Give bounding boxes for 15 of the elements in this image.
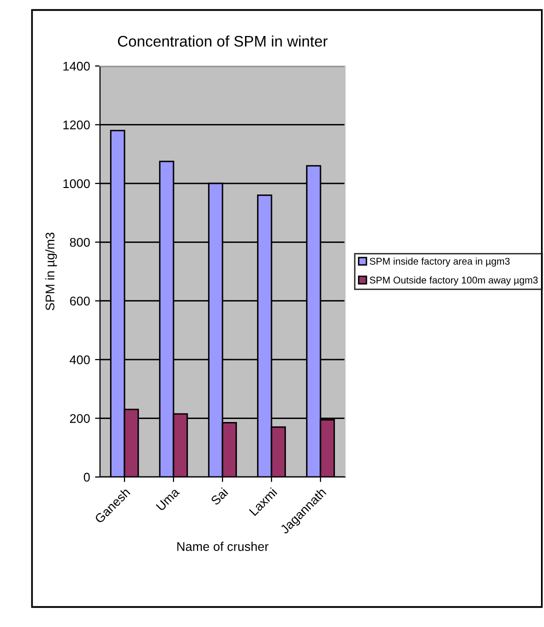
- y-tick-label: 1200: [63, 120, 90, 130]
- legend-label: SPM inside factory area in µgm3: [370, 258, 510, 267]
- y-tick-label: 1400: [63, 62, 90, 71]
- y-tick-label: 800: [70, 238, 90, 247]
- chart-title: Concentration of SPM in winter: [118, 35, 328, 47]
- x-tick-label: Uma: [156, 487, 180, 512]
- y-tick-label: 1000: [63, 179, 90, 188]
- x-axis-title: Name of crusher: [177, 542, 268, 551]
- y-tick-label: 400: [70, 355, 90, 364]
- y-axis-title: SPM in µg/m3: [45, 232, 57, 310]
- y-tick-label: 0: [84, 472, 90, 482]
- y-tick-label: 600: [70, 296, 90, 306]
- y-tick-label: 200: [70, 414, 90, 423]
- legend-label: SPM Outside factory 100m away µgm3: [370, 276, 538, 286]
- x-tick-label: Sai: [210, 487, 228, 506]
